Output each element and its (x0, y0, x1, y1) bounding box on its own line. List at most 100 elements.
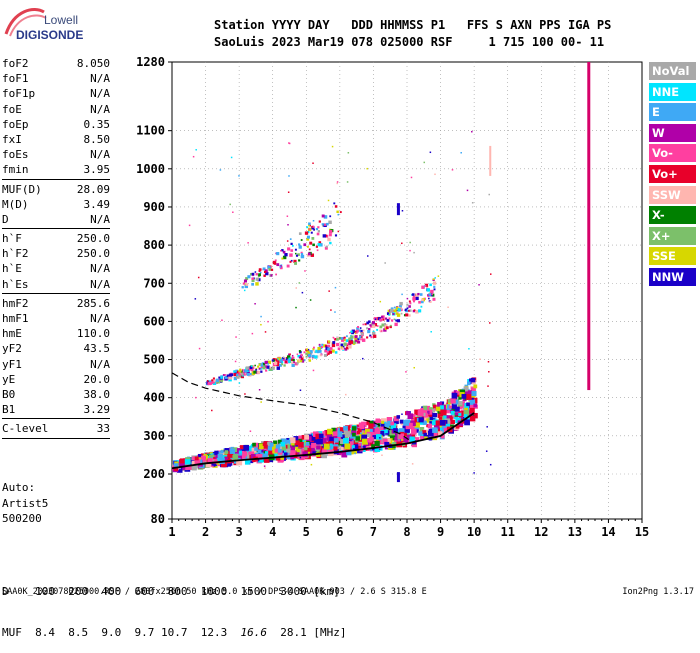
echo-point (286, 439, 291, 444)
echo-point (263, 270, 267, 274)
param-separator (2, 292, 110, 294)
echo-point (262, 458, 266, 462)
echo-point (294, 262, 297, 265)
echo-point (461, 393, 467, 399)
legend-item: W (649, 123, 696, 142)
echo-point (455, 417, 461, 424)
echo-point (324, 223, 327, 226)
echo-point (469, 402, 476, 409)
echo-point (394, 322, 398, 327)
echo-point (327, 428, 333, 435)
y-tick-label: 600 (143, 314, 165, 328)
echo-point (393, 306, 396, 309)
distance-value: 100 (28, 585, 62, 598)
echo-point (317, 243, 321, 247)
param-name: h`Es (2, 277, 29, 291)
echo-point (412, 414, 416, 418)
param-name: foF1 (2, 72, 29, 86)
echo-point (362, 438, 369, 445)
echo-point (362, 323, 365, 326)
echo-point (427, 294, 430, 296)
echo-point (300, 254, 305, 259)
echo-point (318, 349, 322, 353)
echo-point (265, 369, 268, 372)
echo-point (369, 420, 374, 425)
echo-point (288, 360, 291, 364)
scatter-noise-point (327, 199, 330, 202)
echo-point (450, 398, 456, 404)
echo-point (329, 215, 332, 218)
scatter-noise-point (195, 396, 197, 399)
scatter-noise-point (334, 311, 336, 313)
echo-point (385, 326, 389, 330)
echo-point (282, 356, 285, 359)
echo-point (301, 356, 304, 359)
echo-point (298, 350, 301, 353)
echo-point (406, 303, 409, 306)
param-value: 8.50 (83, 132, 111, 146)
echo-point (321, 214, 325, 218)
echo-point (248, 373, 252, 377)
echo-point (328, 220, 332, 225)
echo-point (446, 406, 452, 412)
echo-point (466, 402, 470, 407)
echo-point (364, 429, 370, 434)
param-row: foF1 N/A (2, 71, 110, 86)
echo-point (366, 321, 370, 325)
echo-point (316, 249, 319, 252)
legend-item: SSE (649, 247, 696, 266)
echo-point (456, 391, 460, 395)
scatter-noise-point (406, 297, 409, 300)
scatter-noise-point (286, 215, 289, 217)
echo-point (412, 295, 415, 298)
scatter-noise-point (399, 307, 402, 310)
echo-point (443, 414, 448, 420)
echo-point (414, 422, 420, 428)
echo-point (251, 277, 254, 280)
echo-point (300, 253, 304, 256)
echo-point (313, 228, 315, 231)
echo-point (331, 343, 336, 348)
param-value: 8.050 (76, 57, 110, 70)
param-name: h`F (2, 232, 22, 246)
scatter-noise-point (434, 277, 436, 279)
echo-point (446, 403, 451, 408)
echo-point (294, 248, 297, 251)
echo-point (239, 445, 244, 449)
echo-point (242, 451, 248, 457)
echo-point (227, 451, 234, 458)
echo-point (263, 274, 266, 277)
echo-point (304, 434, 310, 440)
echo-point (233, 376, 237, 381)
echo-point (289, 437, 296, 444)
echo-point (301, 360, 305, 363)
echo-point (297, 253, 300, 256)
muf-value: 9.7 (127, 625, 161, 639)
muf-distance-row: D 100 200 400 600 800 1000 1500 3000 [km… (2, 585, 347, 599)
echo-point (191, 460, 198, 467)
autoscaling-info: Auto: Artist5 500200 (2, 480, 48, 527)
echo-point (420, 420, 425, 425)
echo-point (205, 461, 212, 468)
echo-point (386, 417, 393, 423)
echo-point (312, 349, 315, 352)
echo-point (369, 324, 372, 327)
scatter-noise-point (254, 303, 256, 305)
interference-band (587, 62, 591, 391)
scatter-noise-point (334, 286, 337, 289)
echo-point (300, 357, 304, 361)
echo-point (258, 443, 265, 450)
scatter-noise-point (451, 169, 454, 171)
echo-point (298, 232, 302, 235)
scatter-noise-point (299, 456, 302, 459)
echo-point (260, 365, 264, 369)
echo-point (274, 259, 277, 262)
echo-point (392, 313, 395, 316)
echo-point (274, 448, 279, 453)
echo-point (449, 416, 453, 420)
echo-point (276, 363, 280, 367)
echo-point (358, 442, 362, 446)
scatter-noise-point (379, 300, 382, 303)
echo-point (262, 362, 266, 366)
echo-point (466, 394, 472, 400)
